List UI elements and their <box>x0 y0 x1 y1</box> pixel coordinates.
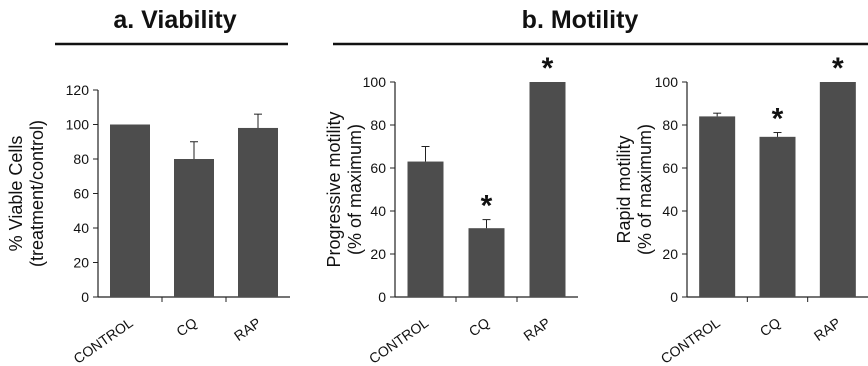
panel-1-category-label: CQ <box>173 314 199 339</box>
panel-2-bar-cq <box>468 228 505 297</box>
panel-3-y-axis-label: Rapid motility <box>614 135 634 243</box>
panel-2-significance-star: * <box>481 190 493 223</box>
panel-3-bar-cq <box>759 136 796 297</box>
panel-3-category-label: CONTROL <box>658 314 723 366</box>
panel-1-y-axis-label: (treatment/control) <box>27 120 47 267</box>
panel-2-category-label: RAP <box>520 314 553 344</box>
panel-2-category-label: CONTROL <box>366 314 431 366</box>
panel-3-plot: 0 20 40 60 80 100 CONTROL * CQ * RAP Rapid motility… <box>614 52 868 366</box>
panel-3-category-label: RAP <box>811 314 844 344</box>
panel-1-y-tick-label: 20 <box>73 255 89 271</box>
panel-1-y-tick-label: 60 <box>73 186 89 202</box>
panel-3-y-tick-label: 0 <box>670 289 678 305</box>
panel-2-bar-control <box>407 161 444 297</box>
panel-2-category-label: CQ <box>466 314 492 339</box>
panel-title-b: b. Motility <box>521 6 639 34</box>
panel-3-y-tick-label: 100 <box>655 74 679 90</box>
panel-1-y-tick-label: 100 <box>66 117 90 133</box>
panel-3-y-axis-label: (% of maximum) <box>635 124 655 255</box>
panel-1-bar-control <box>110 124 150 297</box>
panel-1-bar-cq <box>174 159 214 297</box>
panel-2-y-tick-label: 0 <box>378 289 386 305</box>
panel-2-y-tick-label: 100 <box>363 74 387 90</box>
panel-2-bar-rap <box>529 82 566 297</box>
panel-2-y-tick-label: 40 <box>370 203 386 219</box>
panel-1-y-tick-label: 0 <box>81 289 89 305</box>
panel-1-y-tick-label: 80 <box>73 151 89 167</box>
panel-3-category-label: CQ <box>757 314 783 339</box>
panel-3-significance-star: * <box>772 103 784 136</box>
panel-title-a: a. Viability <box>113 6 237 34</box>
panel-3-y-tick-label: 40 <box>662 203 678 219</box>
panel-2-y-tick-label: 80 <box>370 117 386 133</box>
panel-2-plot: 0 20 40 60 80 100 CONTROL * CQ * RAP Progressive mo… <box>324 52 578 366</box>
panel-1-plot: 0 20 40 60 80 100 120 CONTROL CQ RAP % Viable Cell… <box>6 82 290 366</box>
panel-2-y-tick-label: 60 <box>370 160 386 176</box>
panel-2-y-axis-label: (% of maximum) <box>345 124 365 255</box>
panel-1-bar-rap <box>238 127 278 297</box>
panel-1-category-label: CONTROL <box>70 314 135 366</box>
panel-1-category-label: RAP <box>231 314 264 344</box>
panel-3-bar-control <box>699 116 736 298</box>
panel-1-y-tick-label: 40 <box>73 220 89 236</box>
panel-2-y-axis-label: Progressive motility <box>324 111 344 267</box>
panel-3-significance-star: * <box>832 52 844 85</box>
panel-3-bar-rap <box>819 82 856 297</box>
panel-2-y-tick-label: 20 <box>370 246 386 262</box>
panel-3-y-tick-label: 60 <box>662 160 678 176</box>
panel-3-y-tick-label: 20 <box>662 246 678 262</box>
panel-1-y-tick-label: 120 <box>66 82 90 98</box>
panel-2-significance-star: * <box>542 52 554 85</box>
panel-3-y-tick-label: 80 <box>662 117 678 133</box>
panel-1-y-axis-label: % Viable Cells <box>6 136 26 252</box>
